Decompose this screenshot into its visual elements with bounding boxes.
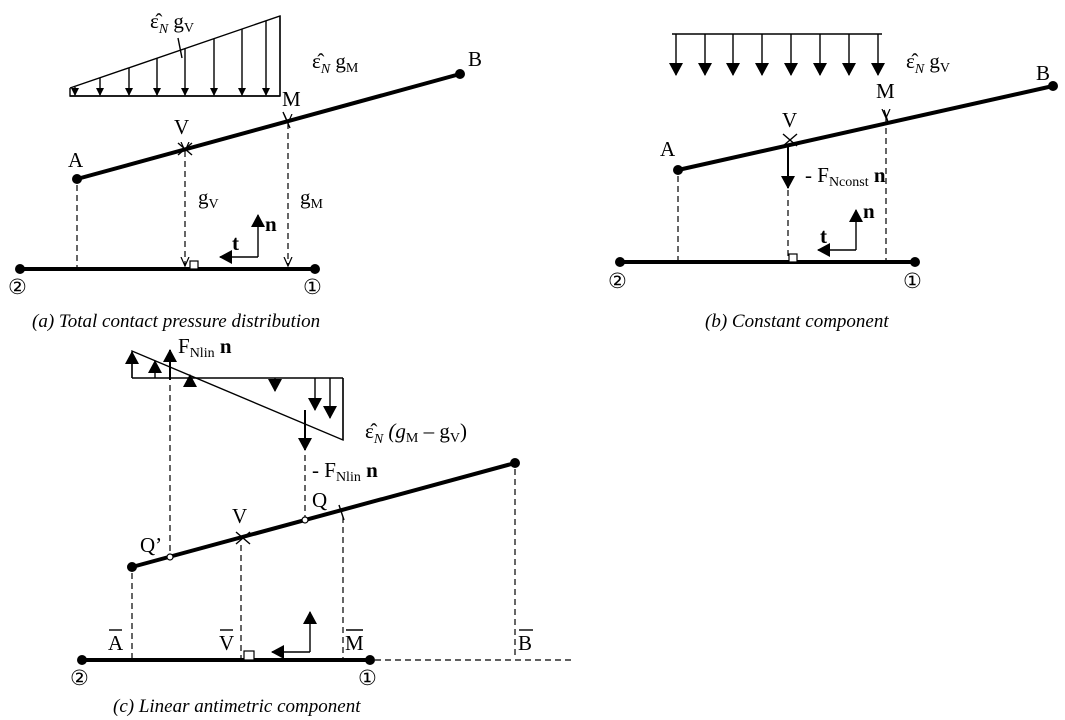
label-q-c: Q: [312, 488, 327, 512]
label-b-a: B: [468, 47, 482, 71]
point-b-a: [455, 69, 465, 79]
load-label-b: ε̂N gV: [906, 49, 950, 77]
segment-ab-b: [677, 84, 1054, 172]
force-down-label-c: - FNlin n: [312, 458, 378, 485]
label-v-a: V: [174, 115, 189, 139]
load-label-m-a: ε̂N gM: [312, 49, 359, 77]
label-a-a: A: [68, 148, 84, 172]
force-up-label-c: FNlin n: [178, 334, 232, 361]
node-1-b: ①: [903, 269, 922, 293]
label-vbar-c: V: [219, 631, 234, 655]
label-m-b: M: [876, 79, 895, 103]
label-a-b: A: [660, 137, 676, 161]
caption-a: (a) Total contact pressure distribution: [32, 311, 320, 332]
label-m-a: M: [282, 87, 301, 111]
segment-ab-c: [131, 461, 516, 569]
load-label-c: ε̂N (gM – gV): [365, 419, 467, 447]
force-label-b: - FNconst n: [805, 163, 886, 190]
n-label-b: n: [863, 199, 875, 223]
label-v-b: V: [782, 108, 797, 132]
t-label-a: t: [232, 231, 239, 255]
label-abar-c: A: [108, 631, 124, 655]
panel-a: ε̂N gV ε̂N gM A B V M ② ① gV gM t n (a) …: [8, 9, 482, 332]
panel-b: ε̂N gV A B V M ② ① - FNconst n t n (b) C…: [608, 33, 1058, 332]
label-bbar-c: B: [518, 631, 532, 655]
label-b-b: B: [1036, 61, 1050, 85]
node-1-a: ①: [303, 275, 322, 299]
label-mbar-c: M: [345, 631, 364, 655]
caption-c: (c) Linear antimetric component: [113, 696, 361, 717]
load-label-v-a: ε̂N gV: [150, 9, 194, 37]
caption-b: (b) Constant component: [705, 311, 889, 332]
panel-c: FNlin n - FNlin n ε̂N (gM – gV) Q’ V Q ②…: [70, 334, 572, 717]
label-v-c: V: [232, 504, 247, 528]
gap-label-v-a: gV: [198, 185, 219, 212]
label-qp-c: Q’: [140, 533, 162, 557]
gap-label-m-a: gM: [300, 185, 324, 212]
load-distribution-b: [669, 33, 885, 76]
t-label-b: t: [820, 224, 827, 248]
node-2-b: ②: [608, 269, 627, 293]
node-2-a: ②: [8, 275, 27, 299]
load-distribution-c: [125, 349, 344, 442]
segment-ab-a: [76, 72, 461, 181]
load-distribution-a: [69, 15, 281, 97]
n-label-a: n: [265, 212, 277, 236]
node-1-c: ①: [358, 666, 377, 690]
node-2-c: ②: [70, 666, 89, 690]
point-a-a: [72, 174, 82, 184]
